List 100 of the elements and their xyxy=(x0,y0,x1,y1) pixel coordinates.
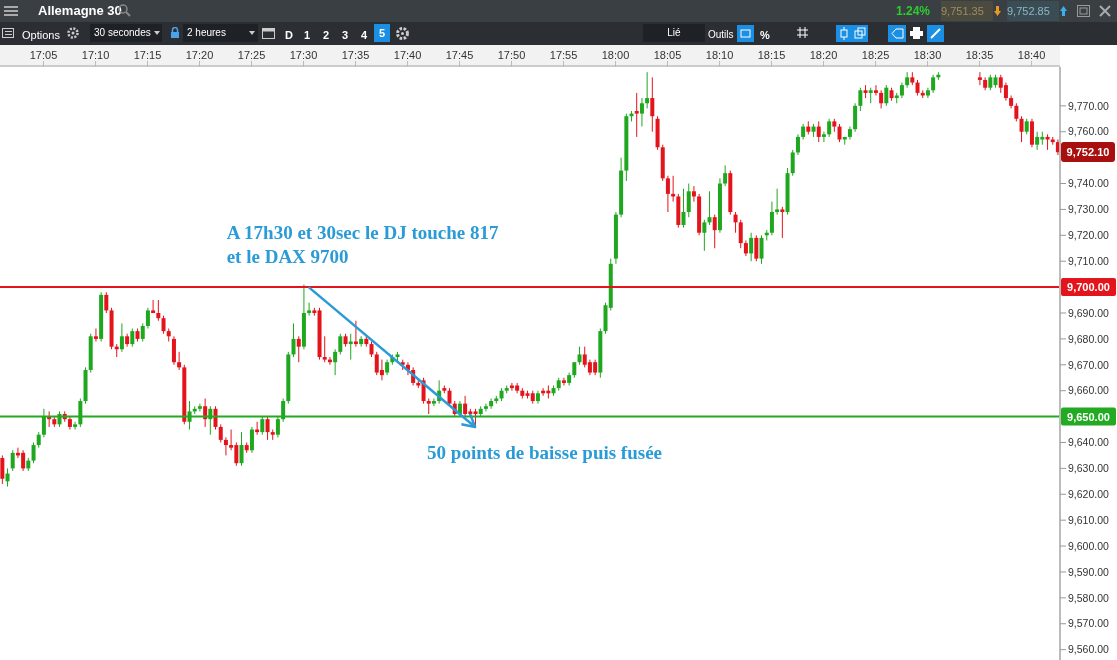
x-tick-label: 17:15 xyxy=(133,49,162,61)
text: % xyxy=(760,28,770,43)
text: Lié xyxy=(643,24,705,42)
candlestick xyxy=(145,307,150,330)
candlestick xyxy=(879,89,884,109)
x-tick-label: 18:05 xyxy=(653,49,682,61)
candlestick xyxy=(780,206,785,239)
x-tick-label: 18:35 xyxy=(965,49,994,61)
chart-title: Allemagne 30 xyxy=(38,3,122,18)
candlestick xyxy=(296,335,301,363)
candlestick xyxy=(738,219,743,249)
x-tick-label: 17:20 xyxy=(185,49,214,61)
y-tick-label: 9,570.00 xyxy=(1068,617,1110,630)
text: Options xyxy=(22,28,60,43)
candlestick xyxy=(873,84,878,96)
candlestick xyxy=(93,328,98,342)
candlestick xyxy=(140,322,145,342)
candlestick xyxy=(177,351,182,371)
text: 4 xyxy=(361,28,368,43)
candlestick xyxy=(489,397,494,410)
candlestick xyxy=(650,76,655,133)
candlestick xyxy=(151,299,156,314)
candlestick xyxy=(561,377,566,387)
candlestick xyxy=(1014,102,1019,122)
candlestick xyxy=(733,211,738,234)
x-tick-label: 18:15 xyxy=(757,49,786,61)
candlestick xyxy=(161,315,166,335)
candlestick xyxy=(723,164,728,187)
y-tick-label: 9,590.00 xyxy=(1068,565,1110,578)
y-tick-label: 9,640.00 xyxy=(1068,436,1110,449)
candlestick xyxy=(5,467,10,487)
y-tick-label: 9,730.00 xyxy=(1068,203,1110,216)
y-tick-label: 9,580.00 xyxy=(1068,591,1110,604)
candlestick xyxy=(931,74,936,94)
y-tick-label: 9,610.00 xyxy=(1068,513,1110,526)
x-tick-label: 17:05 xyxy=(29,49,58,61)
candlestick xyxy=(1029,118,1034,148)
text: 9,752.10 xyxy=(1061,142,1115,163)
candlestick xyxy=(707,190,712,226)
text: Outils xyxy=(708,28,734,42)
candlestick xyxy=(218,423,223,443)
text: 2 heures xyxy=(183,24,258,42)
y-tick-label: 9,560.00 xyxy=(1068,643,1110,656)
y-tick-label: 9,760.00 xyxy=(1068,125,1110,138)
x-tick-label: 18:10 xyxy=(705,49,734,61)
candlestick xyxy=(223,436,228,456)
x-tick-label: 17:45 xyxy=(445,49,474,61)
candlestick xyxy=(691,185,696,203)
candlestick xyxy=(483,403,488,412)
y-tick-label: 9,680.00 xyxy=(1068,332,1110,345)
candlestick xyxy=(702,219,707,252)
x-tick-label: 17:10 xyxy=(81,49,110,61)
candlestick xyxy=(473,408,478,428)
y-tick-label: 9,720.00 xyxy=(1068,229,1110,242)
candlestick xyxy=(291,322,296,358)
candlestick xyxy=(759,234,764,265)
candlestick xyxy=(977,71,982,86)
candlestick xyxy=(634,92,639,138)
y-tick-label: 9,620.00 xyxy=(1068,488,1110,500)
text: 30 secondes xyxy=(90,24,162,42)
text: 1.24% xyxy=(896,3,931,19)
candlestick xyxy=(119,322,124,353)
candlestick xyxy=(353,320,358,348)
x-tick-label: 17:25 xyxy=(237,49,266,61)
x-tick-label: 18:00 xyxy=(601,49,630,61)
x-tick-label: 17:35 xyxy=(341,49,370,61)
y-tick-label: 9,690.00 xyxy=(1068,306,1110,319)
y-tick-label: 9,770.00 xyxy=(1068,99,1110,112)
candlestick xyxy=(104,291,109,314)
candlestick xyxy=(645,71,650,109)
candlestick xyxy=(0,454,5,485)
candlestick xyxy=(359,335,364,348)
y-tick-label: 9,600.00 xyxy=(1068,539,1110,552)
candlestick xyxy=(322,335,327,363)
candlestick xyxy=(769,201,774,236)
candlestick xyxy=(827,118,832,138)
candlestick xyxy=(171,335,176,366)
candlestick xyxy=(821,131,826,143)
text: 5 xyxy=(374,24,390,42)
text: 1 xyxy=(304,28,311,43)
candlestick xyxy=(712,214,717,249)
text: D xyxy=(285,28,293,43)
candlestick xyxy=(749,232,754,262)
candlestick xyxy=(686,183,691,218)
ref-line-label: 9,650.00 xyxy=(1067,410,1110,423)
candlestick xyxy=(1035,131,1040,151)
candlestick xyxy=(925,87,930,99)
y-tick-label: 9,710.00 xyxy=(1068,254,1110,267)
x-tick-label: 18:20 xyxy=(809,49,838,61)
candlestick xyxy=(775,188,780,216)
candlestick xyxy=(884,84,889,107)
x-tick-label: 18:25 xyxy=(861,49,890,61)
x-tick-label: 17:30 xyxy=(289,49,318,61)
candlestick xyxy=(156,299,161,322)
candlestick xyxy=(463,395,468,418)
candlestick xyxy=(837,123,842,143)
candlestick xyxy=(333,348,338,376)
y-tick-label: 9,630.00 xyxy=(1068,462,1110,475)
candlestick xyxy=(197,403,202,412)
candlestick xyxy=(431,397,436,407)
